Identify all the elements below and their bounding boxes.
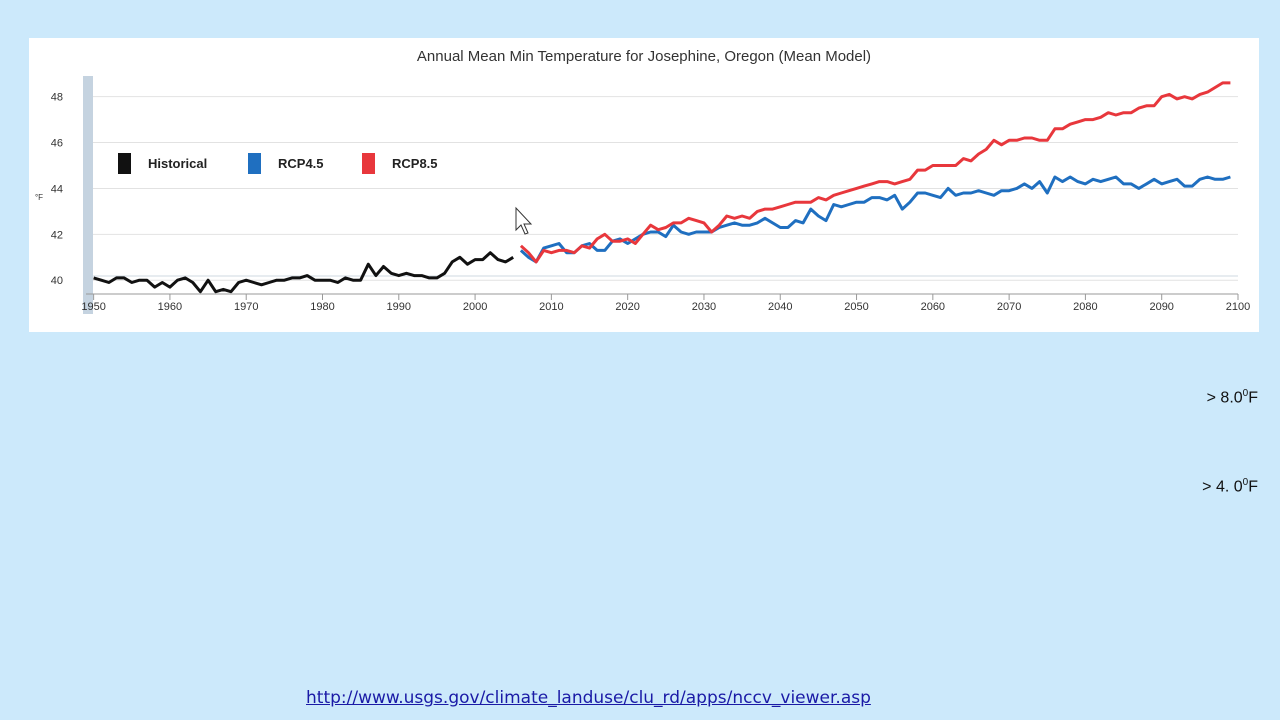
- x-tick-label: 1980: [310, 301, 334, 313]
- cursor-icon: [515, 206, 533, 235]
- x-tick-label: 2030: [692, 301, 716, 313]
- x-tick-label: 1970: [234, 301, 258, 313]
- warming-note-rcp45: > 4. 00F: [1202, 477, 1258, 496]
- x-tick-label: 2040: [768, 301, 792, 313]
- x-tick-label: 2050: [844, 301, 868, 313]
- y-tick-label: 46: [51, 138, 63, 150]
- x-tick-label: 2080: [1073, 301, 1097, 313]
- legend-swatch: [362, 153, 375, 174]
- note-unit: F: [1248, 389, 1258, 407]
- y-tick-label: 42: [51, 229, 63, 241]
- x-tick-label: 1960: [158, 301, 182, 313]
- x-tick-label: 2070: [997, 301, 1021, 313]
- x-tick-label: 2090: [1149, 301, 1173, 313]
- chart-title: Annual Mean Min Temperature for Josephin…: [417, 48, 871, 65]
- x-tick-label: 2010: [539, 301, 563, 313]
- legend-label: RCP8.5: [392, 156, 438, 171]
- x-tick-label: 1950: [81, 301, 105, 313]
- series-line-historical: [93, 251, 514, 294]
- x-tick-label: 1990: [387, 301, 411, 313]
- series-line-rcp45: [519, 175, 1231, 264]
- note-degree: 0: [1242, 388, 1249, 399]
- chart-panel: Annual Mean Min Temperature for Josephin…: [29, 38, 1259, 332]
- note-value: > 8.0: [1206, 389, 1243, 407]
- note-value: > 4. 0: [1202, 478, 1243, 496]
- note-degree: 0: [1242, 477, 1249, 488]
- y-tick-label: 48: [51, 92, 63, 104]
- warming-note-rcp85: > 8.00F: [1207, 388, 1258, 407]
- temperature-chart: Annual Mean Min Temperature for Josephin…: [35, 48, 1250, 314]
- x-tick-label: 2020: [615, 301, 639, 313]
- x-tick-label: 2100: [1226, 301, 1250, 313]
- x-tick-label: 2000: [463, 301, 487, 313]
- y-axis-strip: [83, 76, 93, 314]
- legend-swatch: [118, 153, 131, 174]
- legend-label: RCP4.5: [278, 156, 324, 171]
- series-line-rcp85: [519, 81, 1231, 264]
- y-tick-label: 40: [51, 275, 63, 287]
- legend-swatch: [248, 153, 261, 174]
- y-axis-label: °F: [35, 193, 43, 202]
- source-link[interactable]: http://www.usgs.gov/climate_landuse/clu_…: [306, 688, 871, 708]
- x-tick-label: 2060: [921, 301, 945, 313]
- legend-label: Historical: [148, 156, 207, 171]
- y-tick-label: 44: [51, 183, 63, 195]
- note-unit: F: [1248, 478, 1258, 496]
